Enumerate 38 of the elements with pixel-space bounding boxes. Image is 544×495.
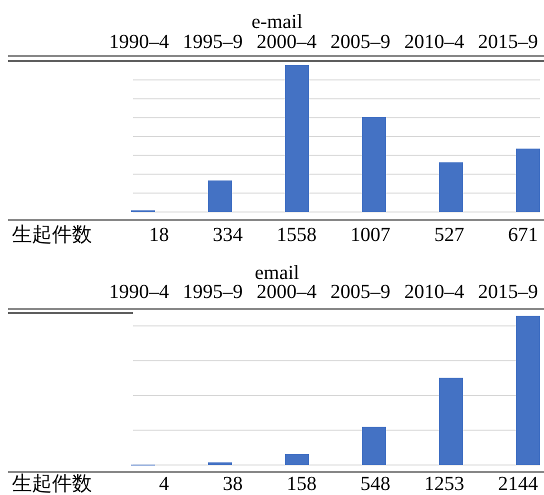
bar	[208, 462, 232, 465]
data-label: 548	[360, 473, 390, 495]
x-tick-label: 2000–4	[256, 281, 317, 303]
bar	[285, 454, 309, 465]
bar	[516, 316, 540, 465]
bar	[439, 378, 463, 465]
text: 生起件数	[12, 473, 92, 495]
bar	[362, 426, 386, 465]
x-tick-label: 1990–4	[109, 281, 169, 303]
bar	[362, 116, 386, 212]
x-tick-label: 2005–9	[330, 31, 390, 53]
chart-title: email	[254, 262, 300, 284]
x-tick-label: 1995–9	[182, 281, 243, 303]
data-label: 1558	[276, 224, 317, 246]
bar	[439, 162, 463, 212]
data-label: 527	[434, 224, 464, 246]
x-tick-label: 1990–4	[109, 31, 169, 53]
data-label: 671	[508, 224, 538, 246]
x-tick-label: 2015–9	[478, 281, 538, 303]
bar	[208, 180, 232, 212]
data-label: 334	[212, 224, 243, 246]
data-label: 38	[222, 473, 243, 495]
data-label: 18	[149, 224, 169, 246]
x-tick-label: 2000–4	[256, 31, 317, 53]
data-label: 1007	[350, 224, 390, 246]
data-label: 1253	[424, 473, 464, 495]
bar	[285, 64, 309, 212]
x-tick-label: 2010–4	[404, 281, 464, 303]
x-tick-label: 1995–9	[182, 31, 243, 53]
x-tick-label: 2010–4	[404, 31, 464, 53]
data-label: 158	[286, 473, 317, 495]
text: 生起件数	[12, 224, 92, 246]
data-label: 4	[159, 473, 169, 495]
x-tick-label: 2005–9	[330, 281, 390, 303]
data-label: 2144	[498, 473, 538, 495]
bar	[516, 148, 540, 212]
x-tick-label: 2015–9	[478, 31, 538, 53]
chart-title: e-mail	[251, 11, 303, 33]
